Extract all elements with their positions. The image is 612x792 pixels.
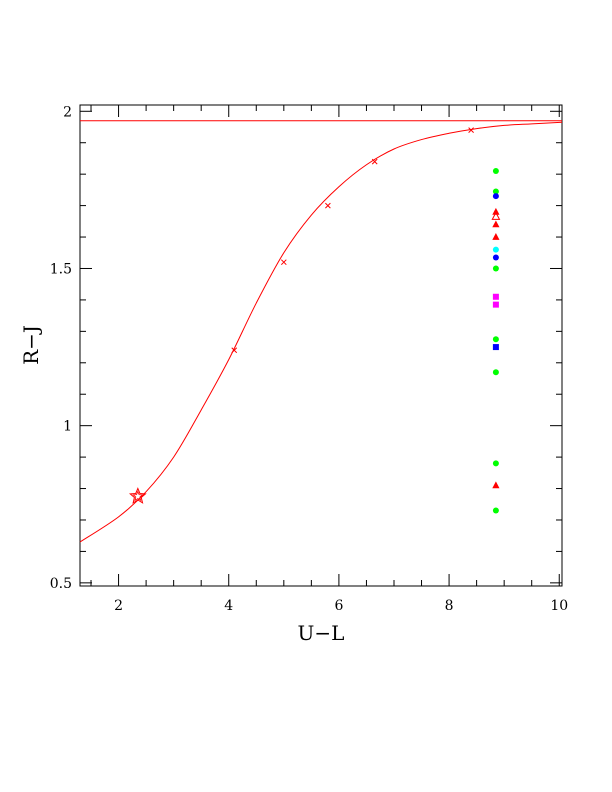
y-tick-label: 0.5 xyxy=(50,576,72,592)
curve-marker xyxy=(325,202,331,209)
y-axis-label: R−J xyxy=(19,325,43,365)
star-marker-inner xyxy=(132,490,144,502)
plot-frame xyxy=(79,104,563,587)
data-point-triangle-open xyxy=(491,211,501,220)
star-marker xyxy=(128,487,147,504)
x-tick-label: 10 xyxy=(550,598,568,614)
x-tick-label: 2 xyxy=(114,598,123,614)
data-point-circle xyxy=(492,168,499,175)
curve-marker xyxy=(280,259,287,266)
x-tick-label: 8 xyxy=(445,598,454,614)
data-point-circle xyxy=(492,246,499,253)
data-point-triangle xyxy=(492,220,500,228)
data-point-square xyxy=(492,301,499,308)
curve-marker xyxy=(371,158,378,165)
data-point-square xyxy=(492,293,499,300)
y-tick-label: 1 xyxy=(63,419,72,435)
data-point-circle xyxy=(492,193,499,200)
axis-ticks xyxy=(80,105,562,586)
data-point-triangle xyxy=(492,481,500,489)
x-axis-label: U−L xyxy=(298,621,345,645)
series-layer xyxy=(79,120,563,543)
data-point-square xyxy=(492,344,499,351)
tick-labels: 2 4 6 8 10 0.5 1 1.5 2 xyxy=(50,104,568,614)
curve-marker xyxy=(468,127,474,134)
data-point-circle xyxy=(492,254,499,261)
data-point-triangle xyxy=(492,207,500,215)
data-point-circle xyxy=(492,369,499,376)
data-point-circle xyxy=(492,336,499,343)
y-tick-label: 1.5 xyxy=(50,261,72,277)
data-point-triangle xyxy=(492,233,500,240)
curve-marker xyxy=(231,347,238,354)
x-tick-label: 4 xyxy=(224,598,233,614)
y-tick-label: 2 xyxy=(63,104,72,120)
x-tick-label: 6 xyxy=(334,598,343,614)
model-curve xyxy=(79,121,563,543)
data-point-circle xyxy=(492,460,499,467)
data-point-circle xyxy=(492,265,499,272)
data-point-circle xyxy=(492,188,499,195)
data-point-circle xyxy=(492,507,499,514)
